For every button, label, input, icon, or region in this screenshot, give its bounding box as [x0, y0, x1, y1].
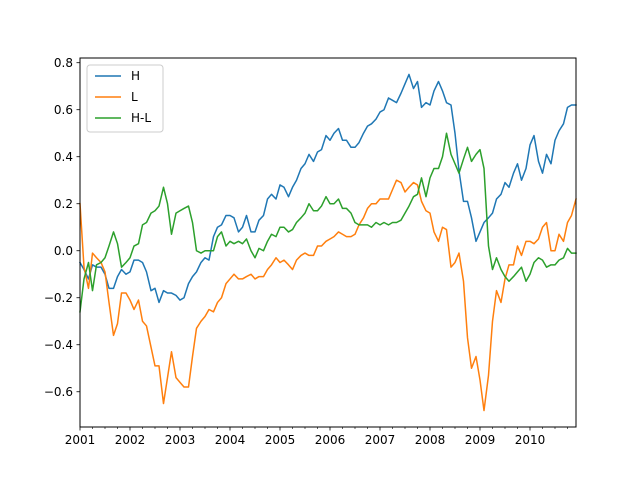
legend-label-l: L: [131, 90, 138, 104]
x-axis-ticks: 2001 2002 2003 2004 2005 2006 2007 2008 2009 2010: [65, 427, 568, 447]
x-tick-label: 2009: [465, 433, 496, 447]
x-tick-label: 2006: [315, 433, 346, 447]
y-tick-label: −0.6: [44, 385, 73, 399]
x-tick-label: 2007: [365, 433, 396, 447]
legend: H L H-L: [86, 64, 164, 133]
series-line-h-l: [79, 132, 577, 313]
x-tick-label: 2002: [115, 433, 146, 447]
y-axis-ticks: −0.6 −0.4 −0.2 0.0 0.2 0.4 0.6 0.8: [44, 56, 80, 399]
y-tick-label: 0.8: [54, 56, 73, 70]
axes-frame: [79, 57, 577, 428]
legend-box: [86, 64, 164, 133]
x-tick-label: 2003: [165, 433, 196, 447]
series-layer: [78, 73, 577, 412]
y-tick-label: −0.4: [44, 338, 73, 352]
series-line-h: [78, 73, 577, 304]
x-tick-label: 2004: [215, 433, 246, 447]
legend-label-h-l: H-L: [131, 111, 151, 125]
y-tick-label: 0.4: [54, 150, 73, 164]
y-tick-label: 0.0: [54, 244, 73, 258]
y-tick-label: −0.2: [44, 291, 73, 305]
y-tick-label: 0.6: [54, 103, 73, 117]
series-line-l: [79, 179, 577, 412]
x-tick-label: 2008: [415, 433, 446, 447]
y-tick-label: 0.2: [54, 197, 73, 211]
x-tick-label: 2001: [65, 433, 96, 447]
x-tick-label: 2005: [265, 433, 296, 447]
x-tick-label: 2010: [515, 433, 546, 447]
legend-label-h: H: [131, 69, 140, 83]
